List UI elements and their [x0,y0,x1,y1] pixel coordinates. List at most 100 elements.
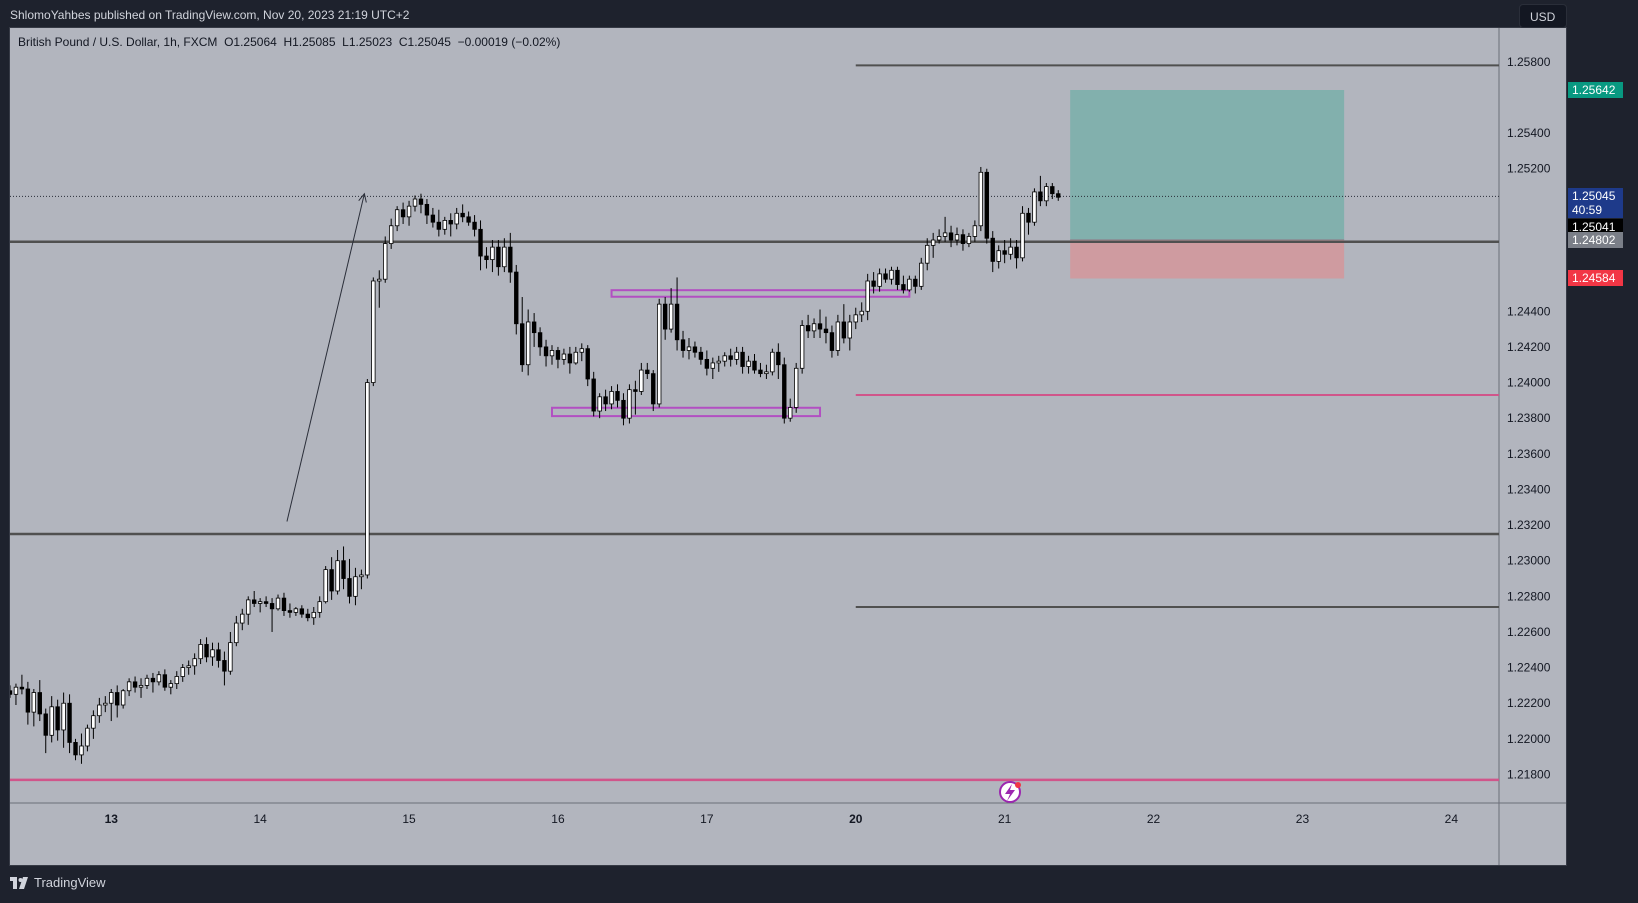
chart-pane[interactable]: 1.25800 1.25400 1.25200 1.24400 1.24200 1.240… [9,27,1567,866]
candle-body [67,702,72,743]
candle-body [168,683,173,688]
candle-body [668,303,674,330]
candle [13,683,19,706]
candle-body [311,611,316,619]
tradingview-logo[interactable]: TradingView [10,875,106,890]
candle [764,364,769,379]
candle-body [627,389,632,419]
position-tool[interactable] [1070,90,1345,279]
candle-body [472,221,477,230]
candle [67,694,72,754]
candle-body [347,578,352,597]
candle-body [734,351,739,360]
candle [347,558,352,604]
candle-body [388,225,394,244]
candle-body [1032,191,1037,223]
candle-body [901,284,906,291]
candle-body [365,382,370,576]
candle-body [788,407,793,419]
candle-body [514,271,519,325]
candle [561,348,567,365]
candle-body [55,706,60,731]
candle [740,346,745,374]
profit-zone[interactable] [1070,90,1345,240]
candle [383,236,388,283]
candle [579,343,584,362]
candle [770,348,775,376]
candle-body [115,692,120,706]
candle-body [180,667,185,677]
candle-body [257,601,263,604]
candle [704,350,710,376]
candle-body [674,303,680,341]
candle-body [466,216,471,223]
range-boxes[interactable] [550,289,911,418]
range-box[interactable] [610,289,911,298]
candle [919,257,924,290]
candle [657,298,662,408]
price-tick-label: 1.22200 [1507,696,1551,710]
candle [716,355,721,372]
candle-body [996,250,1001,262]
candle-body [454,212,459,225]
candle [954,227,960,246]
candle-body [710,362,715,369]
price-chart[interactable]: 1.25800 1.25400 1.25200 1.24400 1.24200 1.240… [10,28,1566,865]
candle-body [156,674,162,683]
candle-body [269,603,275,610]
candle-body [335,560,340,592]
candle [585,345,590,387]
range-box[interactable] [550,406,822,418]
candle [281,592,287,616]
candle [817,309,823,338]
candle-body [948,232,954,241]
price-axis[interactable]: 1.25800 1.25400 1.25200 1.24400 1.24200 1.240… [1507,55,1551,782]
candle [472,215,477,237]
candle-body [490,246,495,261]
candle-body [823,328,829,334]
candle-body [930,239,936,246]
candle [138,678,144,698]
time-tick-label: 13 [105,812,119,826]
currency-button[interactable]: USD [1519,4,1567,28]
candle-body [240,613,245,624]
candle [537,327,543,356]
candle [609,386,614,410]
candle-body [525,321,531,366]
trend-arrow[interactable] [286,192,367,522]
candle-body [204,644,209,658]
candle [674,277,680,351]
candle [418,193,424,214]
candle [49,696,54,743]
candle-body [377,278,382,282]
candle-body [73,742,78,756]
candle-body [85,727,90,747]
candle [126,678,132,697]
candle-body [252,599,257,604]
candle [412,195,418,212]
arrow-shaft[interactable] [286,193,365,522]
price-tick-label: 1.22000 [1507,732,1551,746]
candle-body [805,325,811,332]
candle [228,631,233,675]
horizontal-lines[interactable] [10,64,1499,782]
candle [305,608,310,622]
candle-body [984,171,989,239]
candle-body [698,351,704,360]
candle [311,607,316,625]
loss-zone[interactable] [1070,239,1345,279]
price-tick-label: 1.23600 [1507,447,1551,461]
candle-body [37,692,42,715]
candle [210,642,215,666]
candle-body [442,220,447,230]
lightning-icon[interactable] [999,781,1021,803]
candle-body [299,608,305,615]
candle [400,202,406,224]
candle [257,598,263,613]
candle-body [150,677,156,683]
candle-body [543,346,549,357]
candle-body [835,321,841,351]
candle [639,362,644,396]
time-axis[interactable]: 13 14 15 16 17 20 21 22 23 24 [105,812,1459,826]
candle-body [448,220,453,225]
